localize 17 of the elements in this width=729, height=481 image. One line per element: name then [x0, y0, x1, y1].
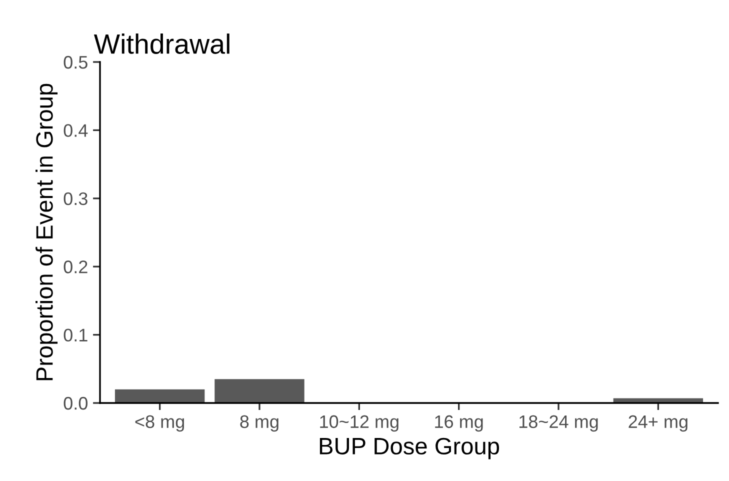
y-tick-label: 0.3: [64, 192, 88, 206]
x-tick-label: 24+ mg: [628, 415, 688, 432]
y-tick-label: 0.0: [64, 396, 88, 410]
x-tick-label: 16 mg: [435, 415, 483, 432]
y-tick-label: 0.1: [64, 328, 88, 342]
y-tick-label: 0.2: [64, 260, 88, 274]
x-tick-label: 8 mg: [240, 415, 278, 432]
x-tick-label: 18~24 mg: [519, 415, 598, 432]
x-tick-label: 10~12 mg: [320, 415, 398, 432]
y-tick-label: 0.5: [64, 56, 88, 69]
y-axis-title: Proportion of Event in Group: [36, 84, 58, 380]
y-tick-label: 0.4: [64, 124, 88, 137]
bar: [214, 379, 304, 403]
x-axis-title: BUP Dose Group: [320, 438, 500, 460]
bar: [114, 389, 205, 403]
chart-title: Withdrawal: [94, 34, 230, 54]
x-tick-label: <8 mg: [135, 415, 184, 432]
